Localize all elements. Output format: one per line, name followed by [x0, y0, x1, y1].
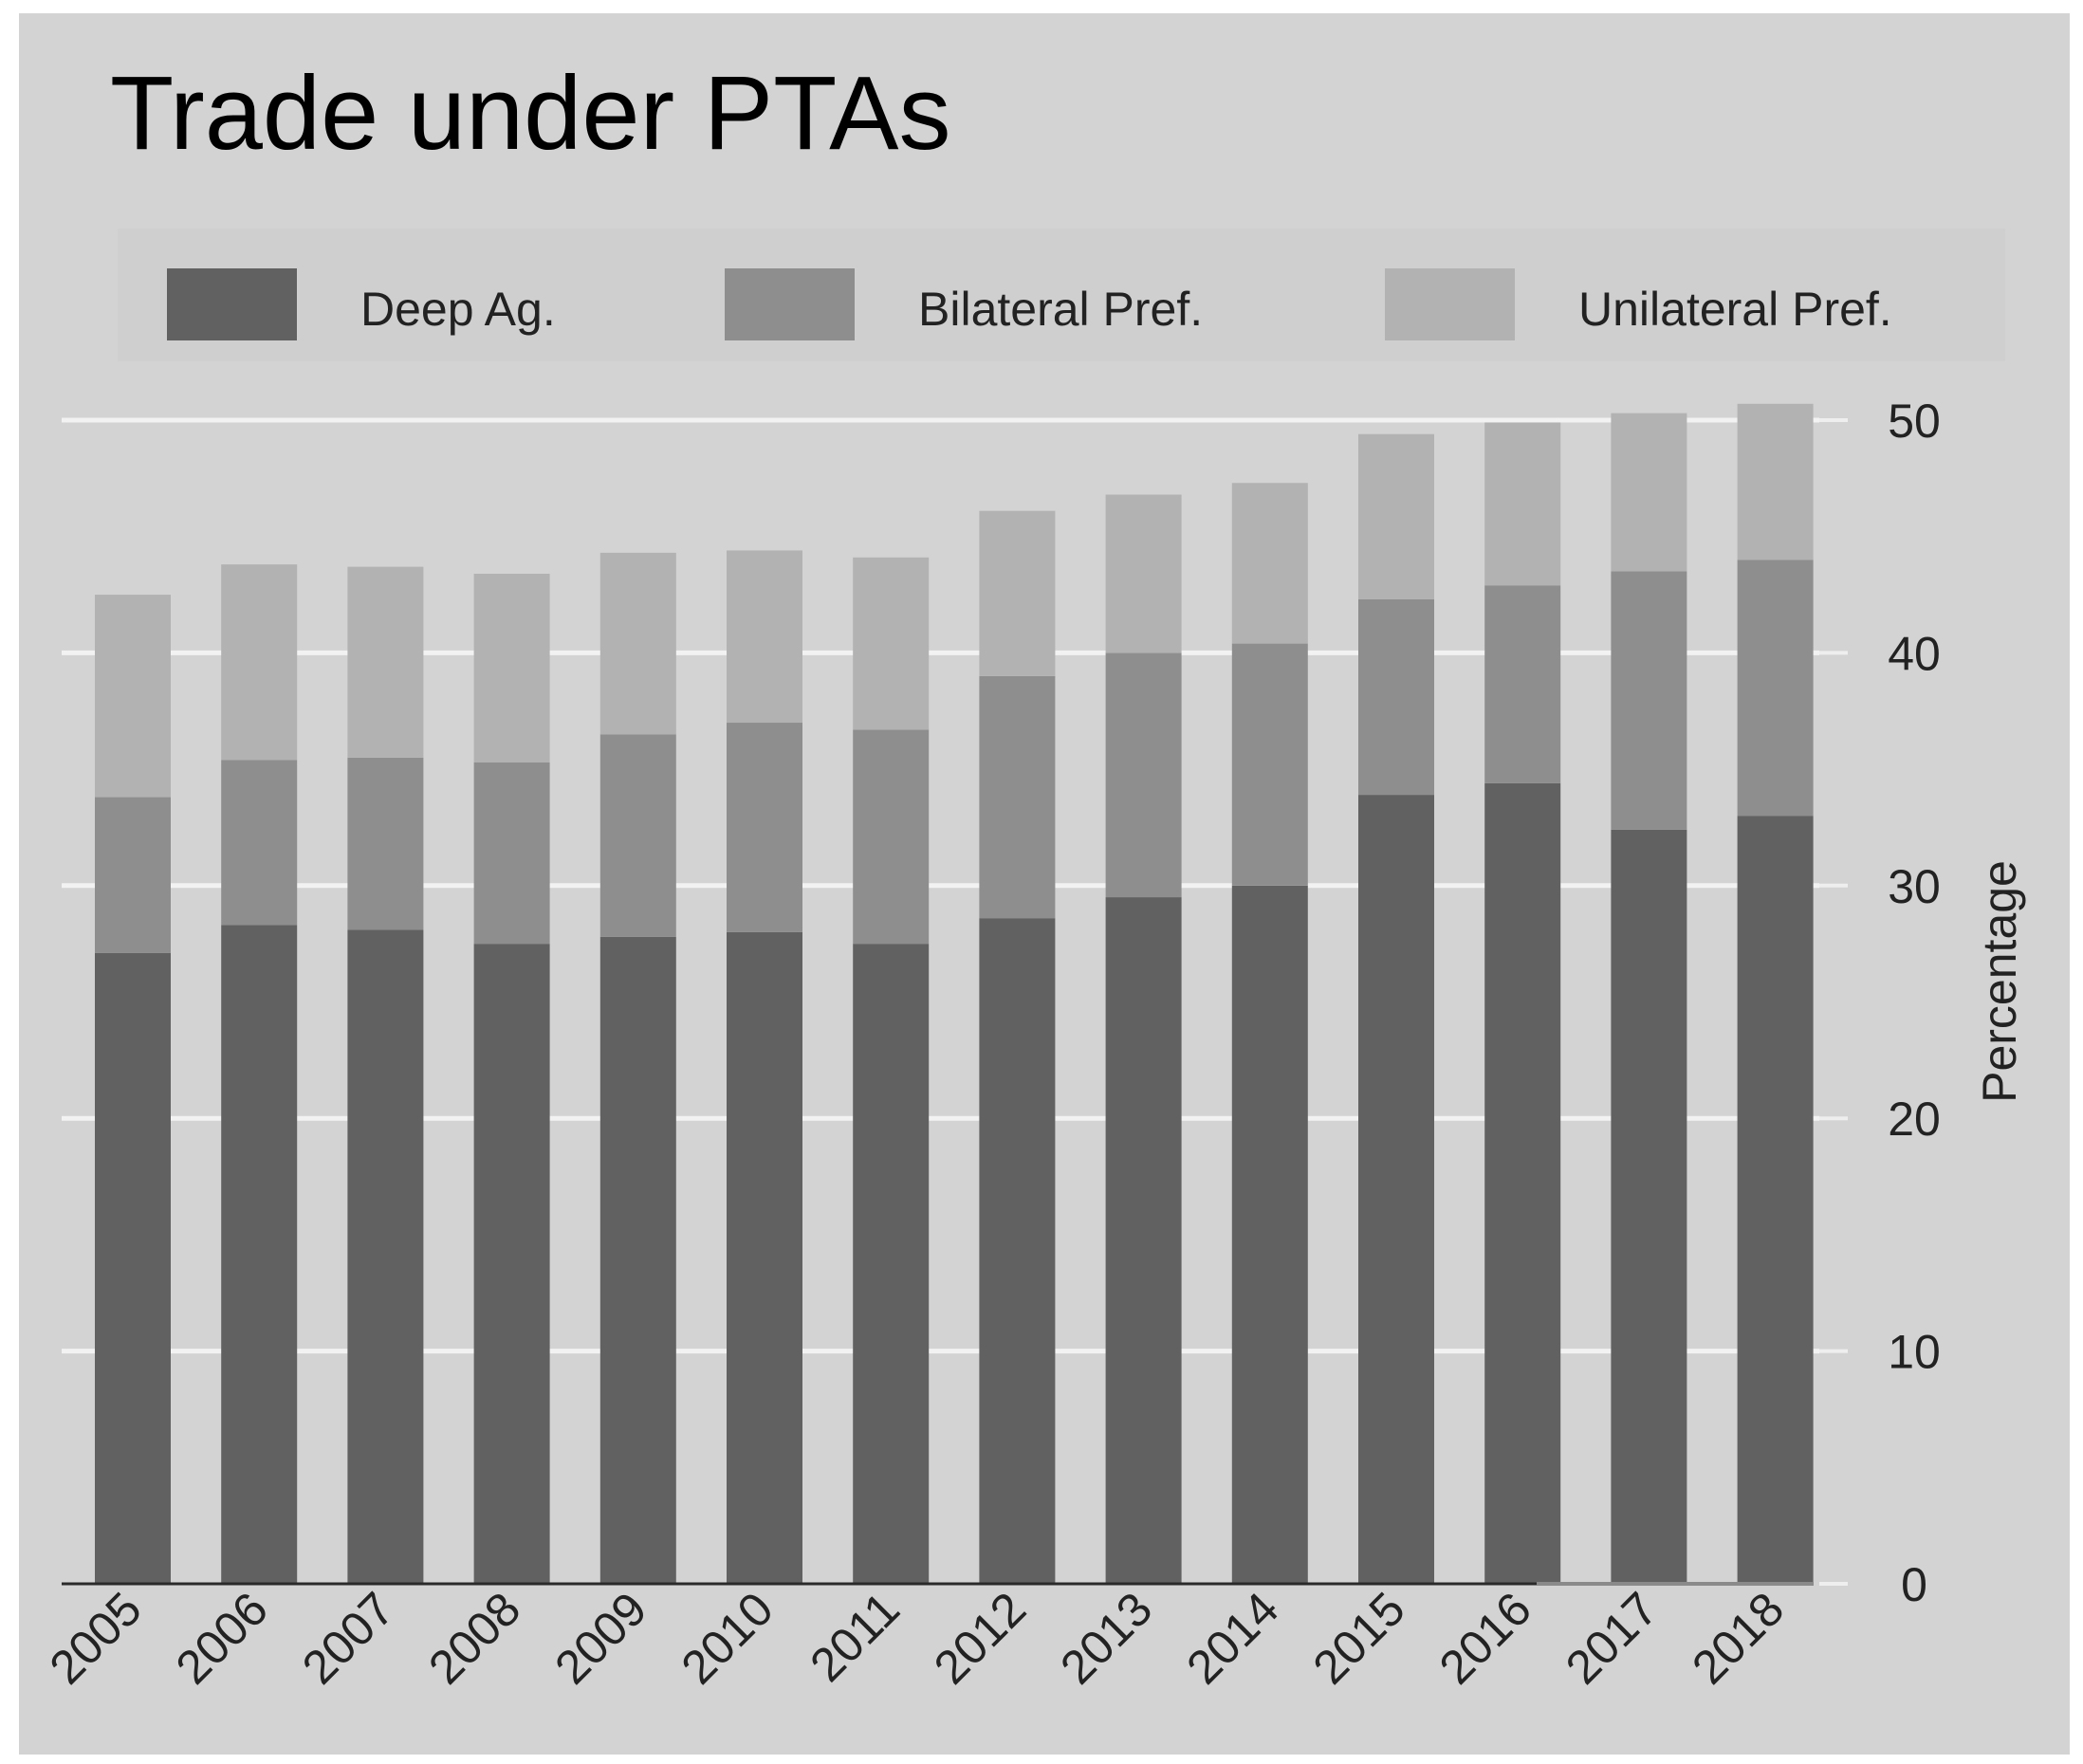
bar-2007-deep-ag [347, 929, 424, 1584]
bar-2018-deep-ag [1737, 816, 1814, 1584]
bar-2012-unilateral-pref [979, 510, 1056, 676]
x-tick-label-2009: 2009 [544, 1582, 656, 1694]
x-tick-label-2010: 2010 [672, 1582, 783, 1694]
bar-2011-bilateral-pref [853, 729, 930, 945]
bar-2005-bilateral-pref [95, 797, 171, 953]
x-tick-label-2016: 2016 [1429, 1582, 1541, 1694]
bar-2012-bilateral-pref [979, 675, 1056, 919]
legend-label-deep-ag: Deep Ag. [360, 283, 556, 336]
bar-2014-unilateral-pref [1231, 483, 1308, 644]
bar-2009-unilateral-pref [599, 552, 676, 735]
bar-2009-deep-ag [599, 936, 676, 1584]
bar-2011-deep-ag [853, 944, 930, 1584]
bar-2014-deep-ag [1231, 885, 1308, 1584]
legend-label-bilateral-pref: Bilateral Pref. [918, 283, 1204, 336]
x-tick-label-2005: 2005 [40, 1582, 152, 1694]
bar-2010-unilateral-pref [727, 550, 802, 724]
bar-2015-bilateral-pref [1358, 598, 1434, 796]
legend-swatch-bilateral-pref [725, 268, 855, 340]
bar-2008-bilateral-pref [473, 762, 550, 945]
legend-label-unilateral-pref: Unilateral Pref. [1578, 283, 1892, 336]
x-tick-label-2008: 2008 [418, 1582, 530, 1694]
bar-2011-unilateral-pref [853, 557, 930, 730]
bar-2008-deep-ag [473, 944, 550, 1584]
bar-2017-deep-ag [1611, 829, 1687, 1584]
legend: Deep Ag. Bilateral Pref. Unilateral Pref… [118, 229, 2005, 361]
bar-2007-bilateral-pref [347, 757, 424, 930]
x-tick-label-2017: 2017 [1556, 1582, 1668, 1694]
bar-2017-bilateral-pref [1611, 571, 1687, 830]
y-tick-label-20: 20 [1888, 1093, 1941, 1146]
y-axis-title: Percentage [1973, 860, 2026, 1103]
y-tick-label-10: 10 [1888, 1326, 1941, 1379]
bar-2005-unilateral-pref [95, 595, 171, 798]
bar-2016-unilateral-pref [1484, 422, 1561, 586]
bar-2016-deep-ag [1484, 782, 1561, 1584]
x-tick-label-2007: 2007 [292, 1582, 404, 1694]
bar-2010-deep-ag [727, 931, 802, 1584]
y-tick-label-0: 0 [1901, 1558, 1927, 1611]
bar-2018-unilateral-pref [1737, 403, 1814, 560]
chart-title: Trade under PTAs [110, 55, 951, 172]
bar-2015-unilateral-pref [1358, 433, 1434, 599]
bar-2014-bilateral-pref [1231, 643, 1308, 886]
bar-2017-unilateral-pref [1611, 413, 1687, 572]
bar-2006-deep-ag [221, 925, 298, 1584]
x-tick-label-2018: 2018 [1682, 1582, 1794, 1694]
x-tick-label-2011: 2011 [800, 1582, 910, 1692]
bar-2005-deep-ag [95, 952, 171, 1584]
bar-2013-bilateral-pref [1105, 652, 1182, 898]
bar-2007-unilateral-pref [347, 566, 424, 758]
legend-swatch-deep-ag [167, 268, 297, 340]
x-tick-label-2013: 2013 [1050, 1582, 1162, 1694]
bar-2006-bilateral-pref [221, 760, 298, 926]
bar-2012-deep-ag [979, 918, 1056, 1584]
bar-2008-unilateral-pref [473, 573, 550, 763]
legend-swatch-unilateral-pref [1385, 268, 1515, 340]
bar-2013-unilateral-pref [1105, 494, 1182, 653]
x-tick-label-2006: 2006 [166, 1582, 278, 1694]
y-tick-label-50: 50 [1888, 395, 1941, 448]
y-tick-label-40: 40 [1888, 627, 1941, 680]
bar-2006-unilateral-pref [221, 564, 298, 761]
bar-2018-bilateral-pref [1737, 560, 1814, 817]
bars [95, 403, 1814, 1584]
bar-2016-bilateral-pref [1484, 585, 1561, 783]
x-tick-label-2014: 2014 [1176, 1582, 1288, 1694]
bar-2009-bilateral-pref [599, 734, 676, 937]
y-tick-label-30: 30 [1888, 860, 1941, 913]
bar-2010-bilateral-pref [727, 723, 802, 932]
bar-2015-deep-ag [1358, 795, 1434, 1584]
bar-2013-deep-ag [1105, 897, 1182, 1584]
x-tick-label-2015: 2015 [1303, 1582, 1415, 1694]
x-tick-label-2012: 2012 [924, 1582, 1036, 1694]
